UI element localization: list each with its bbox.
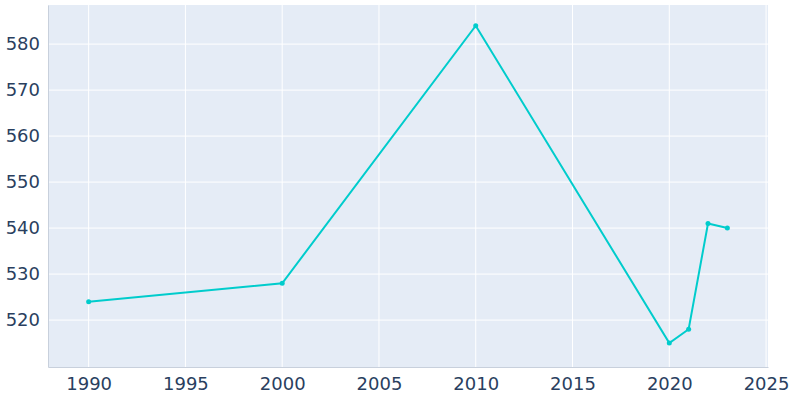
- y-tick-label: 550: [6, 171, 40, 192]
- point: [686, 327, 691, 332]
- marks: [86, 23, 730, 345]
- y-tick: 530: [6, 263, 48, 284]
- point: [86, 299, 91, 304]
- line: [89, 26, 728, 343]
- y-tick: 560: [6, 125, 48, 146]
- x-tick-label: 2025: [744, 373, 790, 394]
- y-tick-label: 580: [6, 33, 40, 54]
- point: [725, 226, 730, 231]
- grid-line-x: [669, 5, 670, 367]
- x-axis: 1990 1995 2000 2005 2010 2015 2020 2025: [49, 367, 790, 394]
- grid-line-x: [475, 5, 476, 367]
- plot: 1990 1995 2000 2005 2010 2015 2020 2025 520 530 54…: [6, 5, 790, 394]
- point: [473, 23, 478, 28]
- y-tick-label: 560: [6, 125, 40, 146]
- point: [706, 221, 711, 226]
- grid-line-y: [48, 228, 768, 229]
- x-tick: 2015: [550, 367, 596, 394]
- x-tick: 1990: [66, 367, 112, 394]
- x-tick-label: 1995: [163, 373, 209, 394]
- chart: 1990 1995 2000 2005 2010 2015 2020 2025 520 530 54…: [0, 0, 800, 400]
- y-axis-line: [48, 6, 49, 368]
- grid: [48, 5, 768, 367]
- y-tick-label: 520: [6, 309, 40, 330]
- x-axis-line: [49, 367, 769, 368]
- x-tick: 1995: [163, 367, 209, 394]
- y-tick: 520: [6, 309, 48, 330]
- x-tick: 2000: [260, 367, 306, 394]
- y-tick-label: 540: [6, 217, 40, 238]
- x-tick-label: 2005: [357, 373, 403, 394]
- x-tick: 2010: [453, 367, 499, 394]
- y-tick-label: 530: [6, 263, 40, 284]
- grid-line-y: [48, 274, 768, 275]
- grid-line-y: [48, 320, 768, 321]
- y-tick: 580: [6, 33, 48, 54]
- grid-line-x: [88, 5, 89, 367]
- grid-line-x: [282, 5, 283, 367]
- x-tick-label: 1990: [66, 373, 112, 394]
- grid-line-y: [48, 136, 768, 137]
- plot-background: [48, 5, 768, 367]
- x-tick: 2020: [647, 367, 693, 394]
- y-tick: 540: [6, 217, 48, 238]
- y-axis: 520 530 540 550 560 570 580: [6, 6, 49, 368]
- y-tick: 550: [6, 171, 48, 192]
- y-tick-label: 570: [6, 79, 40, 100]
- grid-line-x: [378, 5, 379, 367]
- x-tick-label: 2010: [453, 373, 499, 394]
- x-tick-label: 2015: [550, 373, 596, 394]
- point: [667, 341, 672, 346]
- y-tick: 570: [6, 79, 48, 100]
- grid-line-y: [48, 44, 768, 45]
- x-tick-label: 2000: [260, 373, 306, 394]
- point: [280, 281, 285, 286]
- grid-line-y: [48, 182, 768, 183]
- x-tick: 2005: [357, 367, 403, 394]
- grid-line-x: [185, 5, 186, 367]
- grid-line-x: [766, 5, 767, 367]
- x-tick-label: 2020: [647, 373, 693, 394]
- grid-line-y: [48, 90, 768, 91]
- x-tick: 2025: [744, 367, 790, 394]
